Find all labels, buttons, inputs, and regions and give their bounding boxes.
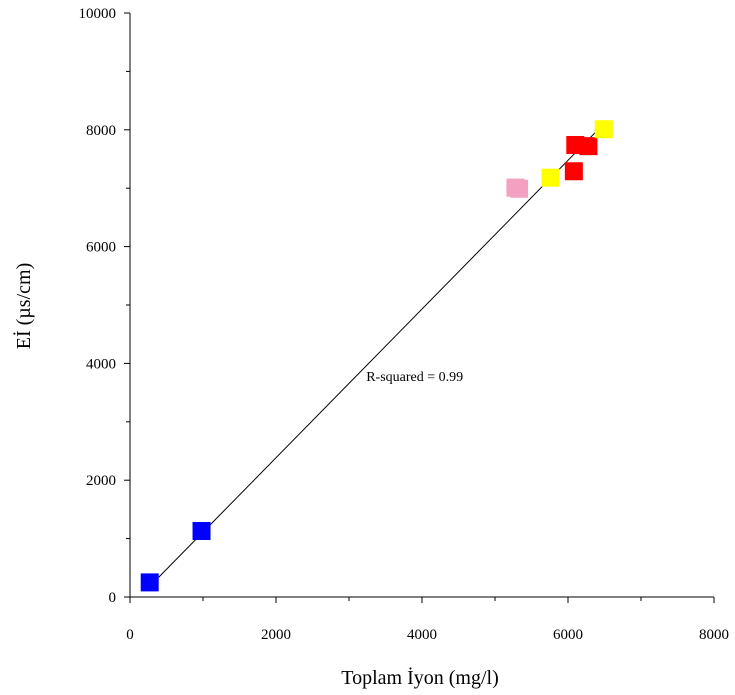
x-tick-label: 4000 <box>407 627 437 643</box>
data-point <box>192 522 211 541</box>
data-point <box>594 120 613 139</box>
r-squared-annotation: R-squared = 0.99 <box>366 370 463 385</box>
x-tick-label: 2000 <box>261 627 291 643</box>
data-points <box>140 120 613 592</box>
data-point <box>579 137 598 156</box>
y-axis-title: Eİ (µs/cm) <box>12 263 35 350</box>
y-tick-label: 2000 <box>86 473 116 489</box>
x-tick-label: 6000 <box>553 627 583 643</box>
y-tick-label: 8000 <box>86 123 116 139</box>
y-tick-label: 0 <box>109 590 117 606</box>
data-point <box>564 162 583 181</box>
annotations: R-squared = 0.99 <box>366 370 463 385</box>
x-axis-title: Toplam İyon (mg/l) <box>341 666 498 689</box>
data-point <box>140 573 159 592</box>
tick-labels: 0 2000 4000 6000 8000 0 2000 4000 6000 8000 10000 <box>79 6 730 643</box>
regression-line-group <box>146 121 607 590</box>
y-tick-label: 6000 <box>86 240 116 256</box>
y-tick-label: 4000 <box>86 356 116 372</box>
data-point <box>510 179 529 198</box>
axes <box>124 12 715 603</box>
regression-line <box>146 121 607 590</box>
x-tick-label: 8000 <box>699 627 729 643</box>
x-tick-label: 0 <box>126 627 134 643</box>
y-tick-label: 10000 <box>79 6 117 22</box>
data-point <box>541 168 560 187</box>
